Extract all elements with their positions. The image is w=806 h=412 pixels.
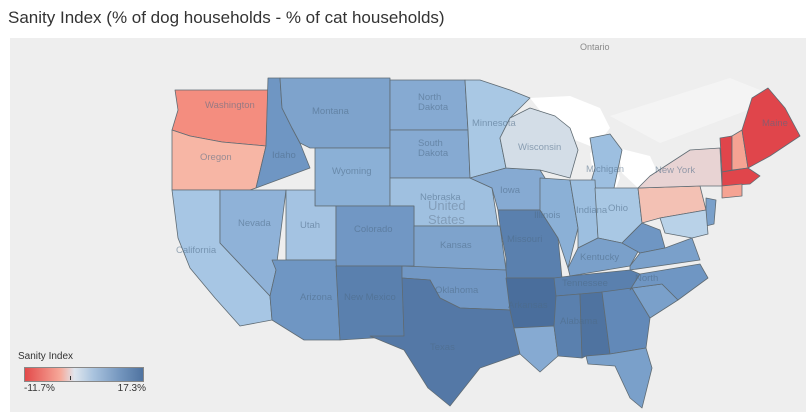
state-new-mexico[interactable] [335,265,405,341]
label-indiana: Indiana [576,205,608,216]
chart-title: Sanity Index (% of dog households - % of… [8,8,445,27]
color-legend: Sanity Index -11.7% 17.3% [14,348,154,404]
label-north-dakota-2: Dakota [418,102,449,113]
label-washington: Washington [205,100,255,111]
us-choropleth-map[interactable]: Ontario [10,38,806,412]
label-utah: Utah [300,220,320,231]
country-label-2: States [428,212,465,227]
label-south-dakota-1: South [418,138,443,149]
label-texas: Texas [430,342,455,353]
state-georgia[interactable] [601,287,651,355]
label-arkansas: Arkansas [508,300,548,311]
legend-zero-tick [70,376,71,380]
label-michigan: Michigan [586,164,624,175]
label-idaho: Idaho [272,150,296,161]
ontario-label: Ontario [580,42,610,52]
state-maryland[interactable] [659,209,709,239]
label-wyoming: Wyoming [332,166,372,177]
state-massachusetts[interactable] [721,167,761,187]
label-missouri: Missouri [507,234,542,245]
label-california: California [176,245,217,256]
label-kansas: Kansas [440,240,472,251]
country-label-1: United [428,198,466,213]
canada-area [610,78,780,143]
state-west-virginia[interactable] [621,222,666,254]
lake-superior [530,96,610,148]
legend-min-value: -11.7% [24,383,55,394]
state-wyoming[interactable] [314,147,391,207]
label-oklahoma: Oklahoma [435,285,479,296]
label-montana: Montana [312,106,350,117]
state-colorado[interactable] [335,205,415,267]
label-oregon: Oregon [200,152,232,163]
label-nevada: Nevada [238,218,271,229]
label-colorado: Colorado [354,224,393,235]
legend-title: Sanity Index [18,351,74,362]
state-wisconsin[interactable] [499,107,579,179]
state-north-carolina[interactable] [629,263,709,301]
label-maine: Maine [762,118,788,129]
label-nebraska: Nebraska [420,192,461,203]
label-new-mexico: New Mexico [344,292,396,303]
label-minnesota: Minnesota [472,118,517,129]
label-wisconsin: Wisconsin [518,142,561,153]
state-vermont[interactable] [719,135,733,173]
label-kentucky: Kentucky [580,252,619,263]
label-tennessee: Tennessee [562,278,608,289]
label-illinois: Illinois [534,210,561,221]
state-maine[interactable] [741,87,801,169]
label-arizona: Arizona [300,292,333,303]
state-mississippi[interactable] [553,293,583,359]
label-iowa: Iowa [500,185,521,196]
legend-gradient-bar [24,367,144,382]
legend-max-value: 17.3% [117,383,146,394]
state-florida[interactable] [585,347,653,409]
state-new-jersey[interactable] [705,197,717,227]
label-north-dakota-1: North [418,92,441,103]
label-new-york: New York [655,165,695,176]
state-louisiana[interactable] [513,325,559,373]
label-south-dakota-2: Dakota [418,148,449,159]
label-ohio: Ohio [608,203,628,214]
label-alabama: Alabama [560,316,598,327]
state-texas[interactable] [369,277,521,407]
label-north-carolina: North [635,273,658,284]
state-connecticut[interactable] [721,183,743,199]
